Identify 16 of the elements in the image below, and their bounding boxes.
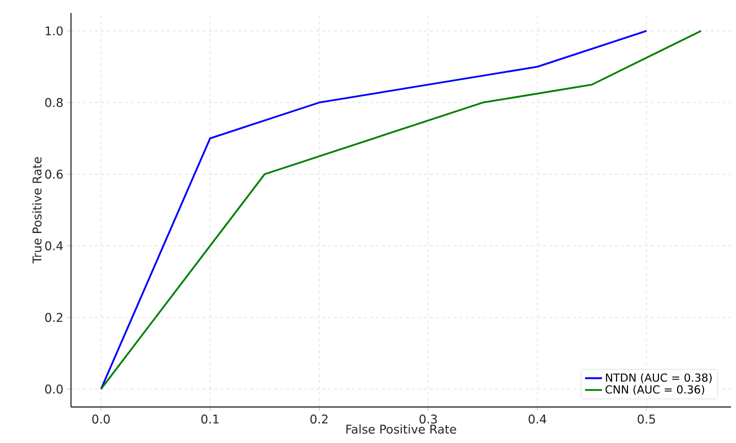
y-axis-title: True Positive Rate	[32, 157, 42, 264]
y-tick-label: 0.8	[45, 98, 63, 108]
legend-label: NTDN (AUC = 0.38)	[606, 373, 712, 384]
x-axis-title: False Positive Rate	[346, 424, 456, 434]
x-tick-label: 0.0	[92, 414, 110, 424]
legend-label: CNN (AUC = 0.36)	[606, 385, 704, 395]
y-tick-label: 0.0	[45, 384, 63, 394]
y-tick-label: 1.0	[46, 26, 63, 36]
x-tick-label: 0.1	[201, 414, 219, 424]
x-tick-label: 0.2	[310, 414, 328, 424]
x-tick-label: 0.5	[638, 414, 655, 424]
x-tick-label: 0.4	[528, 414, 546, 424]
y-tick-label: 0.6	[45, 170, 63, 179]
y-tick-label: 0.2	[45, 312, 62, 322]
y-tick-label: 0.4	[45, 241, 63, 250]
x-tick-label: 0.3	[420, 414, 437, 424]
